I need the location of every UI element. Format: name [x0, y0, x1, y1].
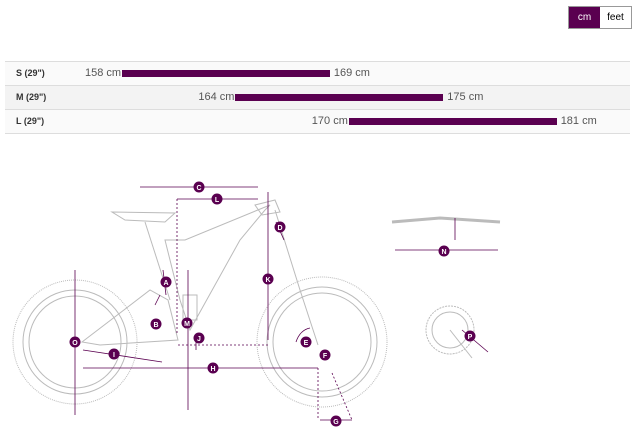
svg-text:G: G	[333, 419, 339, 426]
svg-text:H: H	[210, 366, 215, 373]
dimension-label-h: H	[207, 362, 219, 374]
height-range-bar	[235, 94, 444, 101]
height-range-bar	[348, 118, 557, 125]
svg-text:I: I	[113, 352, 115, 359]
svg-text:O: O	[72, 340, 78, 347]
dimension-label-d: D	[274, 221, 286, 233]
unit-cm-button[interactable]: cm	[569, 7, 600, 28]
svg-text:K: K	[265, 277, 270, 284]
dimension-label-c: C	[193, 181, 205, 193]
unit-feet-button[interactable]: feet	[607, 12, 624, 23]
dimension-label-n: N	[438, 245, 450, 257]
size-row: M (29") 164 cm 175 cm	[5, 86, 630, 110]
min-height: 170 cm	[311, 115, 348, 127]
dimension-label-j: J	[193, 332, 205, 344]
size-height-table: S (29") 158 cm 169 cm M (29") 164 cm 175 …	[5, 61, 630, 134]
max-height: 169 cm	[333, 67, 370, 79]
svg-text:P: P	[468, 334, 473, 341]
max-height: 175 cm	[447, 91, 484, 103]
svg-text:D: D	[277, 225, 282, 232]
size-row: S (29") 158 cm 169 cm	[5, 62, 630, 86]
svg-text:B: B	[153, 322, 158, 329]
dimension-label-i: I	[108, 348, 120, 360]
svg-text:N: N	[441, 249, 446, 256]
svg-text:E: E	[304, 340, 309, 347]
svg-text:F: F	[323, 353, 328, 360]
dimension-label-e: E	[300, 336, 312, 348]
svg-text:M: M	[184, 321, 190, 328]
bike-outline	[12, 199, 501, 408]
unit-toggle: cm feet	[568, 6, 632, 29]
bike-geometry-diagram: A B C D E F G H I J K L M N O P	[12, 181, 501, 427]
size-label: M (29")	[16, 92, 47, 102]
min-height: 164 cm	[198, 91, 235, 103]
height-range-bar	[122, 70, 330, 77]
dimension-label-k: K	[262, 273, 274, 285]
dimension-label-a: A	[160, 276, 172, 288]
dimension-label-p: P	[464, 330, 476, 342]
dimension-label-o: O	[69, 336, 81, 348]
dimension-label-m: M	[181, 317, 193, 329]
size-label: L (29")	[16, 116, 45, 126]
size-row: L (29") 170 cm 181 cm	[5, 110, 630, 134]
max-height: 181 cm	[560, 115, 597, 127]
dimension-label-b: B	[150, 318, 162, 330]
svg-text:C: C	[196, 185, 201, 192]
dimension-label-l: L	[211, 193, 223, 205]
dimension-label-g: G	[330, 415, 342, 427]
dimension-lines	[74, 186, 498, 421]
svg-text:J: J	[197, 336, 201, 343]
svg-text:A: A	[163, 280, 168, 287]
svg-text:L: L	[215, 197, 220, 204]
size-label: S (29")	[16, 68, 45, 78]
min-height: 158 cm	[85, 67, 122, 79]
dimension-label-f: F	[319, 349, 331, 361]
